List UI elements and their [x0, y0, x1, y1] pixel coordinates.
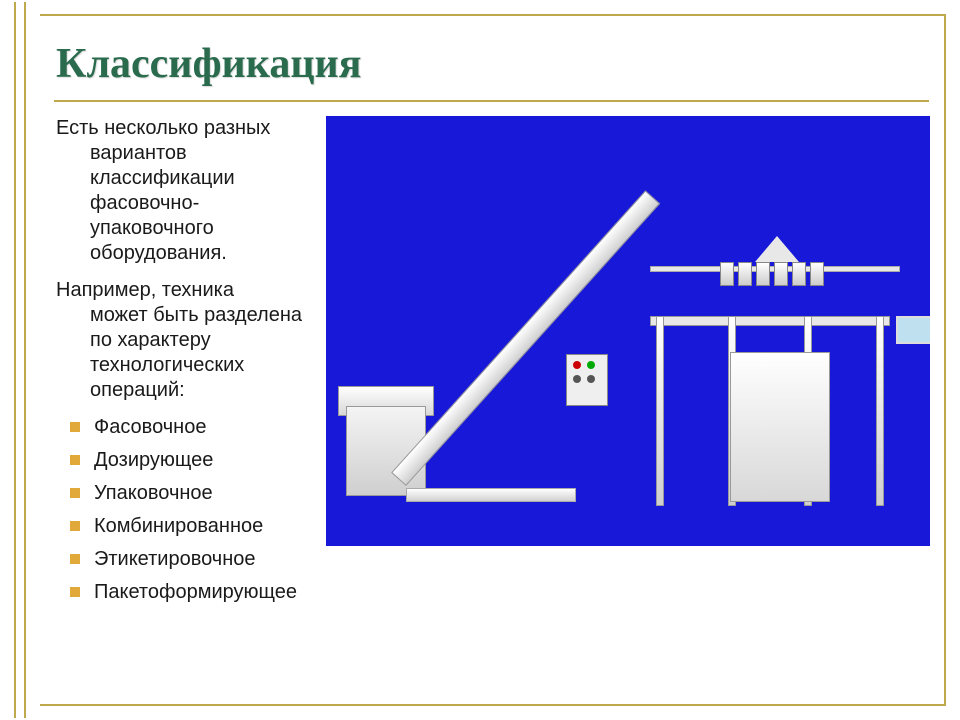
list-item: Фасовочное	[66, 415, 316, 440]
text-column: Есть несколько разных вариантов классифи…	[56, 116, 316, 613]
packing-tower	[650, 246, 890, 506]
equipment-image	[326, 116, 930, 546]
weigher-cone	[755, 236, 799, 262]
packer-body	[730, 352, 830, 502]
weigher-bucket	[792, 262, 806, 286]
body-row: Есть несколько разных вариантов классифи…	[56, 116, 930, 613]
hmi-screen	[896, 316, 930, 344]
para2-rest: может быть разделена по характеру технол…	[56, 303, 316, 403]
multihead-weigher	[720, 236, 830, 316]
list-item: Пакетоформирующее	[66, 580, 316, 605]
bullet-list: Фасовочное Дозирующее Упаковочное Комбин…	[56, 415, 316, 605]
control-box	[566, 354, 608, 406]
para1-first: Есть несколько разных	[56, 117, 270, 139]
weigher-bucket	[738, 262, 752, 286]
slide-content: Классификация Есть несколько разных вари…	[56, 40, 930, 690]
paragraph-2: Например, техника может быть разделена п…	[56, 278, 316, 403]
weigher-bucket	[810, 262, 824, 286]
para1-rest: вариантов классификации фасовочно-упаков…	[56, 141, 316, 266]
tower-leg	[876, 316, 884, 506]
paragraph-1: Есть несколько разных вариантов классифи…	[56, 116, 316, 266]
weigher-bucket	[720, 262, 734, 286]
list-item: Дозирующее	[66, 448, 316, 473]
list-item: Комбинированное	[66, 514, 316, 539]
weigher-bucket	[756, 262, 770, 286]
platform	[650, 316, 890, 326]
para2-first: Например, техника	[56, 279, 234, 301]
floor-conveyor	[406, 488, 576, 502]
list-item: Этикетировочное	[66, 547, 316, 572]
title-underline	[54, 100, 929, 102]
slide-title: Классификация	[56, 40, 930, 94]
list-item: Упаковочное	[66, 481, 316, 506]
tower-leg	[656, 316, 664, 506]
weigher-bucket	[774, 262, 788, 286]
incline-conveyor	[391, 190, 660, 486]
